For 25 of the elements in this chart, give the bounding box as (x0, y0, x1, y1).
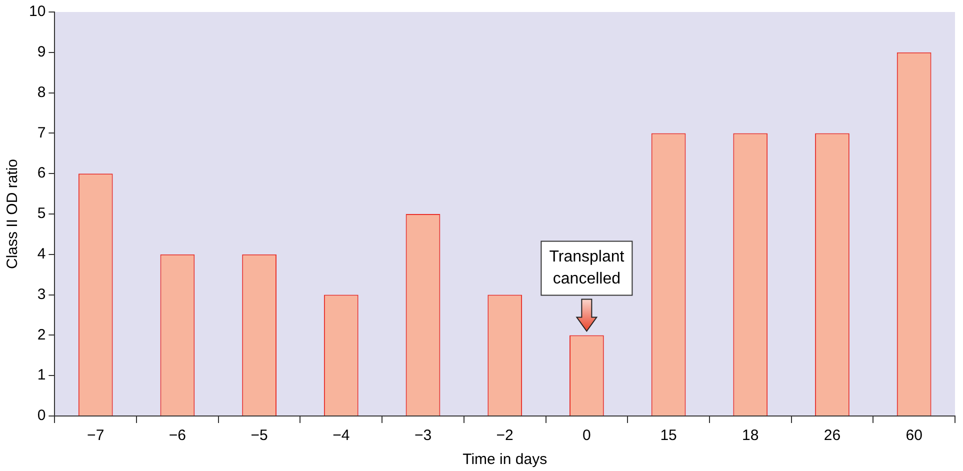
x-tick-label: 0 (582, 427, 591, 444)
y-tick-label: 6 (37, 164, 46, 182)
x-tick-label: −4 (332, 427, 350, 444)
x-tick-label: −2 (496, 427, 514, 444)
x-tick-label: −6 (168, 427, 186, 444)
y-tick-label: 3 (37, 286, 46, 303)
x-tick-label: 15 (660, 427, 677, 444)
y-tick-label: 4 (37, 246, 46, 263)
y-tick-label: 8 (37, 84, 46, 101)
annotation: Transplant cancelled (549, 248, 625, 288)
x-tick-label: 26 (824, 427, 841, 444)
x-tick-label: 60 (906, 427, 922, 444)
x-tick-label: −7 (87, 427, 104, 444)
x-tick-label: 18 (742, 427, 759, 444)
y-axis-title: Class II OD ratio (4, 158, 22, 270)
y-tick-label: 1 (37, 366, 46, 384)
y-tick-label: 0 (37, 407, 46, 424)
x-axis-title: Time in days (462, 451, 548, 468)
x-tick-label: −3 (414, 427, 432, 444)
y-tick-label: 9 (37, 44, 46, 61)
y-tick-label: 5 (37, 205, 46, 222)
y-tick-label: 2 (37, 326, 46, 344)
y-tick-label: 10 (28, 3, 46, 20)
y-tick-label: 7 (37, 124, 46, 142)
x-tick-label: −5 (250, 427, 268, 444)
